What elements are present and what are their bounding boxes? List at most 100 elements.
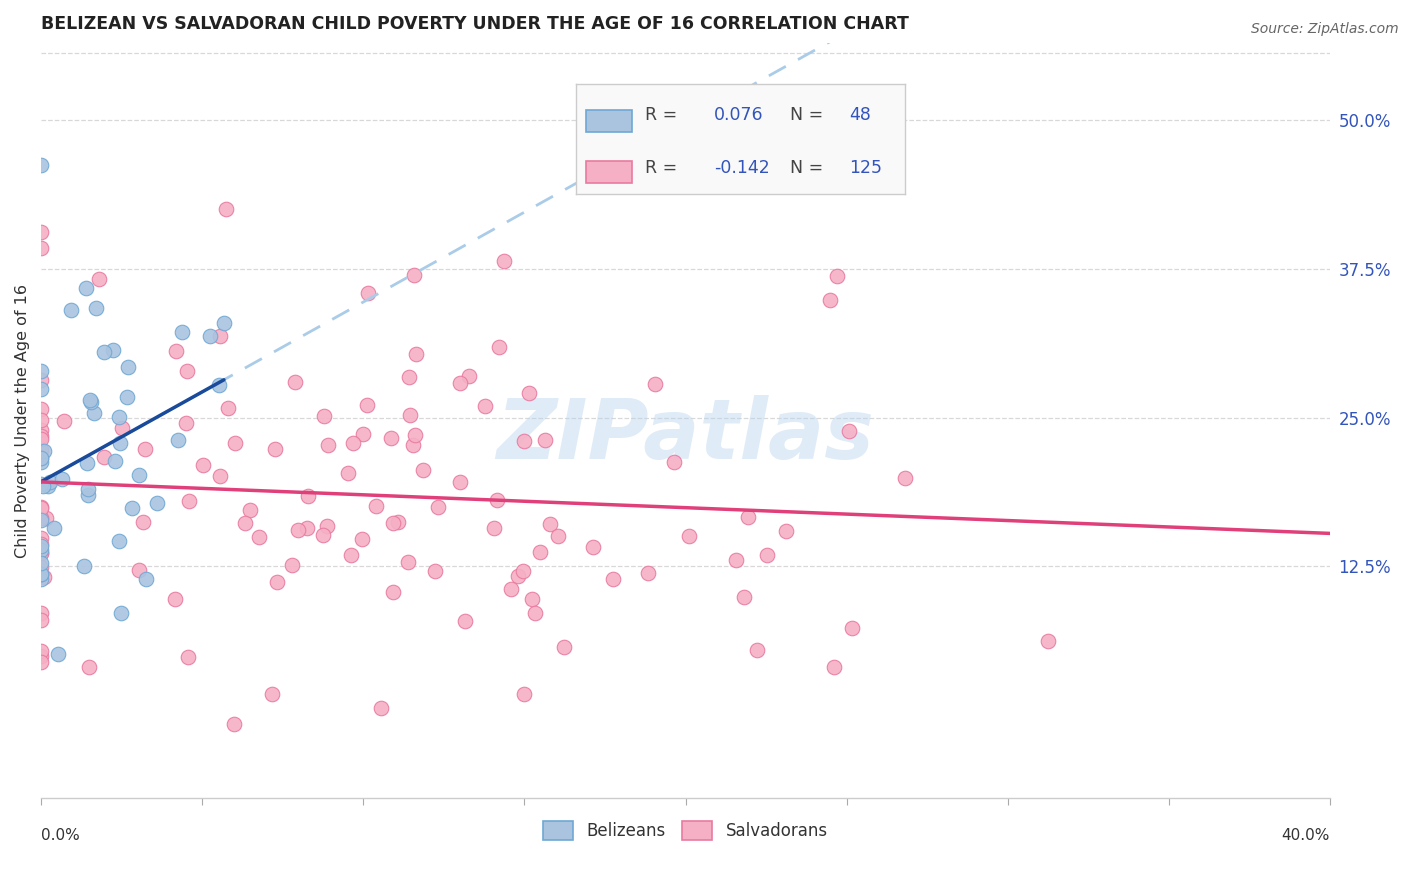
Point xyxy=(602,572,624,586)
Point xyxy=(458,368,481,383)
Point xyxy=(357,286,380,301)
Point xyxy=(30,655,52,669)
Point xyxy=(30,432,52,446)
Point xyxy=(747,643,769,657)
Point xyxy=(405,347,427,361)
Point xyxy=(30,511,52,525)
Point xyxy=(79,392,101,407)
Point xyxy=(38,475,60,489)
Point xyxy=(402,437,425,451)
Point xyxy=(733,590,755,604)
Point xyxy=(46,647,69,661)
Point xyxy=(30,241,52,255)
Point xyxy=(32,444,55,458)
Point xyxy=(51,473,73,487)
Point xyxy=(841,621,863,635)
Point xyxy=(30,546,52,560)
Point xyxy=(382,516,405,531)
Point xyxy=(775,524,797,538)
Point xyxy=(423,565,446,579)
Point xyxy=(107,534,129,549)
Point xyxy=(135,572,157,586)
Text: 40.0%: 40.0% xyxy=(1282,828,1330,843)
Point xyxy=(538,516,561,531)
Point xyxy=(104,454,127,468)
Point xyxy=(83,406,105,420)
Point xyxy=(364,500,387,514)
Point xyxy=(547,528,569,542)
Point xyxy=(30,644,52,658)
Point xyxy=(517,386,540,401)
Point xyxy=(387,515,409,529)
Point xyxy=(52,414,75,428)
Point xyxy=(32,570,55,584)
Point xyxy=(30,513,52,527)
Point xyxy=(30,451,52,466)
Point xyxy=(582,540,605,554)
Point xyxy=(449,376,471,391)
Point xyxy=(382,585,405,599)
Point xyxy=(30,567,52,582)
Point xyxy=(247,530,270,544)
Point xyxy=(117,390,139,404)
Point xyxy=(449,475,471,489)
Point xyxy=(165,591,187,606)
Point xyxy=(93,450,115,464)
Point xyxy=(117,359,139,374)
Point xyxy=(87,272,110,286)
Point xyxy=(30,537,52,551)
Point xyxy=(284,375,307,389)
Point xyxy=(177,494,200,508)
Point xyxy=(30,363,52,377)
Point xyxy=(404,268,426,282)
Point xyxy=(31,479,53,493)
Point xyxy=(30,476,52,491)
Point xyxy=(342,436,364,450)
Point xyxy=(30,566,52,581)
Point xyxy=(512,564,534,578)
Point xyxy=(297,521,319,535)
Text: Source: ZipAtlas.com: Source: ZipAtlas.com xyxy=(1251,22,1399,37)
Point xyxy=(30,373,52,387)
Point xyxy=(336,466,359,480)
Point xyxy=(287,523,309,537)
Point xyxy=(30,454,52,468)
Point xyxy=(174,416,197,430)
Point xyxy=(77,482,100,496)
Point xyxy=(398,369,420,384)
Point xyxy=(30,225,52,239)
Point xyxy=(233,516,256,531)
Point xyxy=(260,687,283,701)
Point xyxy=(412,463,434,477)
Point xyxy=(93,344,115,359)
Point xyxy=(553,640,575,654)
Point xyxy=(208,329,231,343)
Text: BELIZEAN VS SALVADORAN CHILD POVERTY UNDER THE AGE OF 16 CORRELATION CHART: BELIZEAN VS SALVADORAN CHILD POVERTY UND… xyxy=(41,15,910,33)
Point xyxy=(224,717,246,731)
Point xyxy=(30,450,52,465)
Point xyxy=(644,377,666,392)
Point xyxy=(482,521,505,535)
Point xyxy=(512,687,534,701)
Point xyxy=(200,329,222,343)
Point xyxy=(76,456,98,470)
Point xyxy=(356,398,378,412)
Point xyxy=(73,558,96,573)
Point xyxy=(42,521,65,535)
Point xyxy=(30,531,52,545)
Point xyxy=(121,501,143,516)
Point xyxy=(30,413,52,427)
Point xyxy=(108,436,131,450)
Point xyxy=(30,443,52,458)
Point xyxy=(212,316,235,330)
Point xyxy=(165,343,187,358)
Point xyxy=(217,401,239,416)
Point xyxy=(485,493,508,508)
Point xyxy=(316,438,339,452)
Point xyxy=(529,545,551,559)
Point xyxy=(30,573,52,587)
Point xyxy=(110,606,132,620)
Point xyxy=(30,401,52,416)
Point xyxy=(30,158,52,172)
Point xyxy=(176,363,198,377)
